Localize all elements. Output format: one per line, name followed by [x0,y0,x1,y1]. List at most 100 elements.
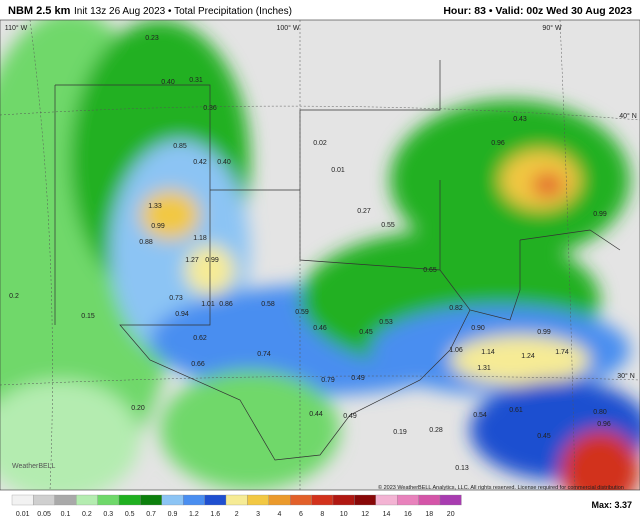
map-value: 1.06 [449,347,463,354]
map-value: 0.45 [537,433,551,440]
map-value: 0.46 [313,325,327,332]
legend-swatch [140,494,162,506]
graticule-lines [0,20,640,490]
legend-swatch [11,494,34,506]
map-value: 0.20 [131,405,145,412]
map-frame [0,19,640,491]
legend-swatch [290,494,312,506]
map-value: 0.99 [151,223,165,230]
map-value: 0.85 [173,143,187,150]
map-value: 0.36 [203,105,217,112]
legend-tick-label: 2 [235,511,239,518]
map-value: 0.23 [145,35,159,42]
borders [54,60,621,461]
legend-tick-label: 6 [299,511,303,518]
map-value: 0.96 [597,421,611,428]
map-value: 0.49 [343,413,357,420]
legend-swatch [76,494,98,506]
map-value: 0.40 [217,159,231,166]
legend-tick-label: 4 [278,511,282,518]
watermark: WeatherBELL [12,463,56,470]
legend-swatch [311,494,334,506]
map-value: 0.94 [175,311,189,318]
map-value: 0.55 [381,222,395,229]
legend-tick-label: 16 [404,511,412,518]
legend-tick-label: 1.6 [210,511,220,518]
map-value: 1.33 [148,203,162,210]
legend-tick-label: 0.01 [16,511,30,518]
legend-swatch [397,494,419,506]
legend-swatch [161,494,184,506]
legend-tick-label: 20 [447,511,455,518]
legend-swatch [54,494,77,506]
map-value: 0.96 [491,140,505,147]
map-value: 0.40 [161,79,175,86]
map-value: 1.31 [477,365,491,372]
legend-swatch [225,494,248,506]
map-value: 0.45 [359,329,373,336]
map-value: 0.79 [321,377,335,384]
map-value: 0.42 [193,159,207,166]
legend-tick-label: 0.05 [37,511,51,518]
map-value: 1.24 [521,353,535,360]
legend-swatch [183,494,205,506]
map-value: 0.62 [193,335,207,342]
legend-swatch [354,494,376,506]
map-value: 0.88 [139,239,153,246]
legend-tick-label: 0.9 [168,511,178,518]
map-value: 0.54 [473,412,487,419]
map-value: 0.44 [309,411,323,418]
legend-tick-label: 18 [425,511,433,518]
map-value: 0.99 [205,257,219,264]
legend-swatch [97,494,120,506]
map-value: 0.90 [471,325,485,332]
map-value: 0.58 [261,301,275,308]
map-value: 1.01 [201,301,215,308]
valid-time: Hour: 83 • Valid: 00z Wed 30 Aug 2023 [443,5,632,17]
map-value: 0.86 [219,301,233,308]
map-value: 1.14 [481,349,495,356]
legend-tick-label: 8 [320,511,324,518]
map-value: 0.73 [169,295,183,302]
map-value: 0.61 [509,407,523,414]
legend: 0.01 0.05 0.1 0.2 0.3 0.5 0.7 0.9 1.2 1.6 2 3 4 6 8 10 1… [11,494,462,518]
legend-swatch [375,494,398,506]
legend-tick-label: 0.5 [125,511,135,518]
map-value: 0.02 [313,140,327,147]
map-value: 0.31 [189,77,203,84]
title: NBM 2.5 km [8,5,71,17]
map-value: 0.99 [593,211,607,218]
map-value: 0.65 [423,267,437,274]
legend-tick-label: 0.3 [103,511,113,518]
legend-swatch [204,494,227,506]
legend-tick-label: 0.2 [82,511,92,518]
legend-tick-label: 10 [340,511,348,518]
map-value: 0.80 [593,409,607,416]
precip-field [0,20,640,490]
legend-swatch [418,494,441,506]
map-value: 0.27 [357,208,371,215]
map-value: 0.74 [257,351,271,358]
map-labels: 0.23 0.40 0.31 0.36 0.85 0.42 0.40 1.33 0.99 1.18… [9,35,611,472]
map-value: 0.28 [429,427,443,434]
map-value: 0.43 [513,116,527,123]
legend-tick-label: 0.7 [146,511,156,518]
map-value: 0.13 [455,465,469,472]
map-value: 0.2 [9,293,19,300]
subtitle: Init 13z 26 Aug 2023 • Total Precipitati… [74,6,292,17]
map-value: 0.49 [351,375,365,382]
map-value: 0.66 [191,361,205,368]
legend-swatch [118,494,141,506]
map: 0.23 0.40 0.31 0.36 0.85 0.42 0.40 1.33 0.99 1.18… [0,20,640,491]
graticule-label: 110° W [5,24,28,32]
legend-swatch [33,494,55,506]
map-value: 0.53 [379,319,393,326]
legend-swatch [332,494,355,506]
map-value: 0.82 [449,305,463,312]
map-value: 1.18 [193,235,207,242]
map-value: 1.74 [555,349,569,356]
graticule-label: 100° W [276,24,299,32]
copyright: © 2023 WeatherBELL Analytics, LLC. All r… [378,484,624,491]
legend-tick-label: 0.1 [61,511,71,518]
